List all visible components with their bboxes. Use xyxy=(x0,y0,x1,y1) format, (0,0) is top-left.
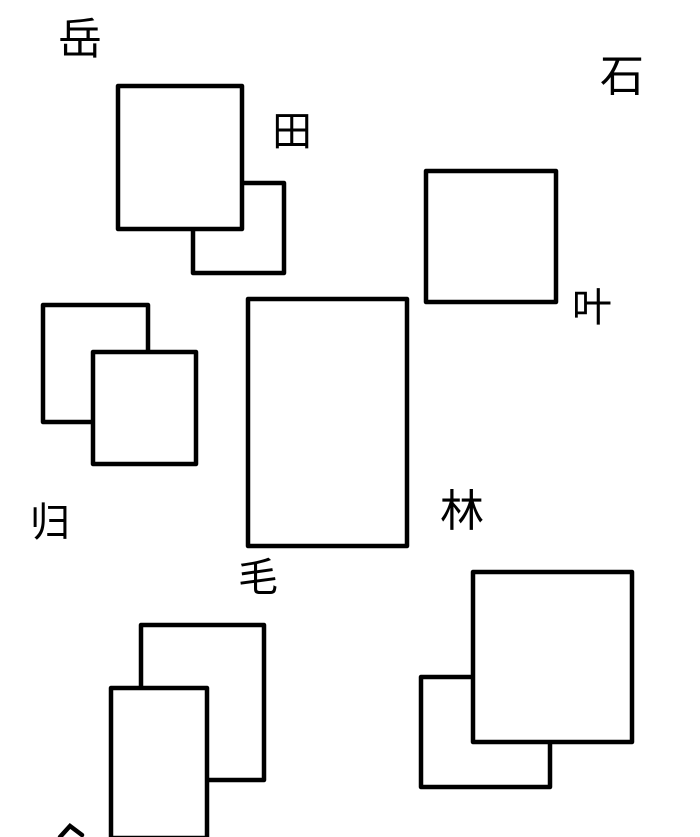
square-front-bottom-right xyxy=(470,569,635,745)
partial-label-bottom-left xyxy=(57,822,85,837)
square-top-right xyxy=(423,168,559,305)
label-gui: 归 xyxy=(30,500,70,546)
single-center-tall xyxy=(245,296,410,549)
label-ye: 叶 xyxy=(572,285,612,331)
single-top-right xyxy=(423,168,559,305)
pair-bottom-left xyxy=(108,622,267,837)
square-front-top-left xyxy=(115,83,245,232)
pair-bottom-right xyxy=(418,569,635,790)
label-yue: 岳 xyxy=(58,14,102,65)
label-shi: 石 xyxy=(600,51,644,102)
label-tian: 田 xyxy=(272,109,312,155)
rect-center-tall xyxy=(245,296,410,549)
square-front-middle-left xyxy=(90,349,199,467)
pair-middle-left xyxy=(40,302,199,467)
label-lin: 林 xyxy=(440,486,484,537)
rect-front-bottom-left xyxy=(108,685,210,837)
label-mao: 毛 xyxy=(238,555,278,601)
pair-top-left xyxy=(115,83,287,276)
